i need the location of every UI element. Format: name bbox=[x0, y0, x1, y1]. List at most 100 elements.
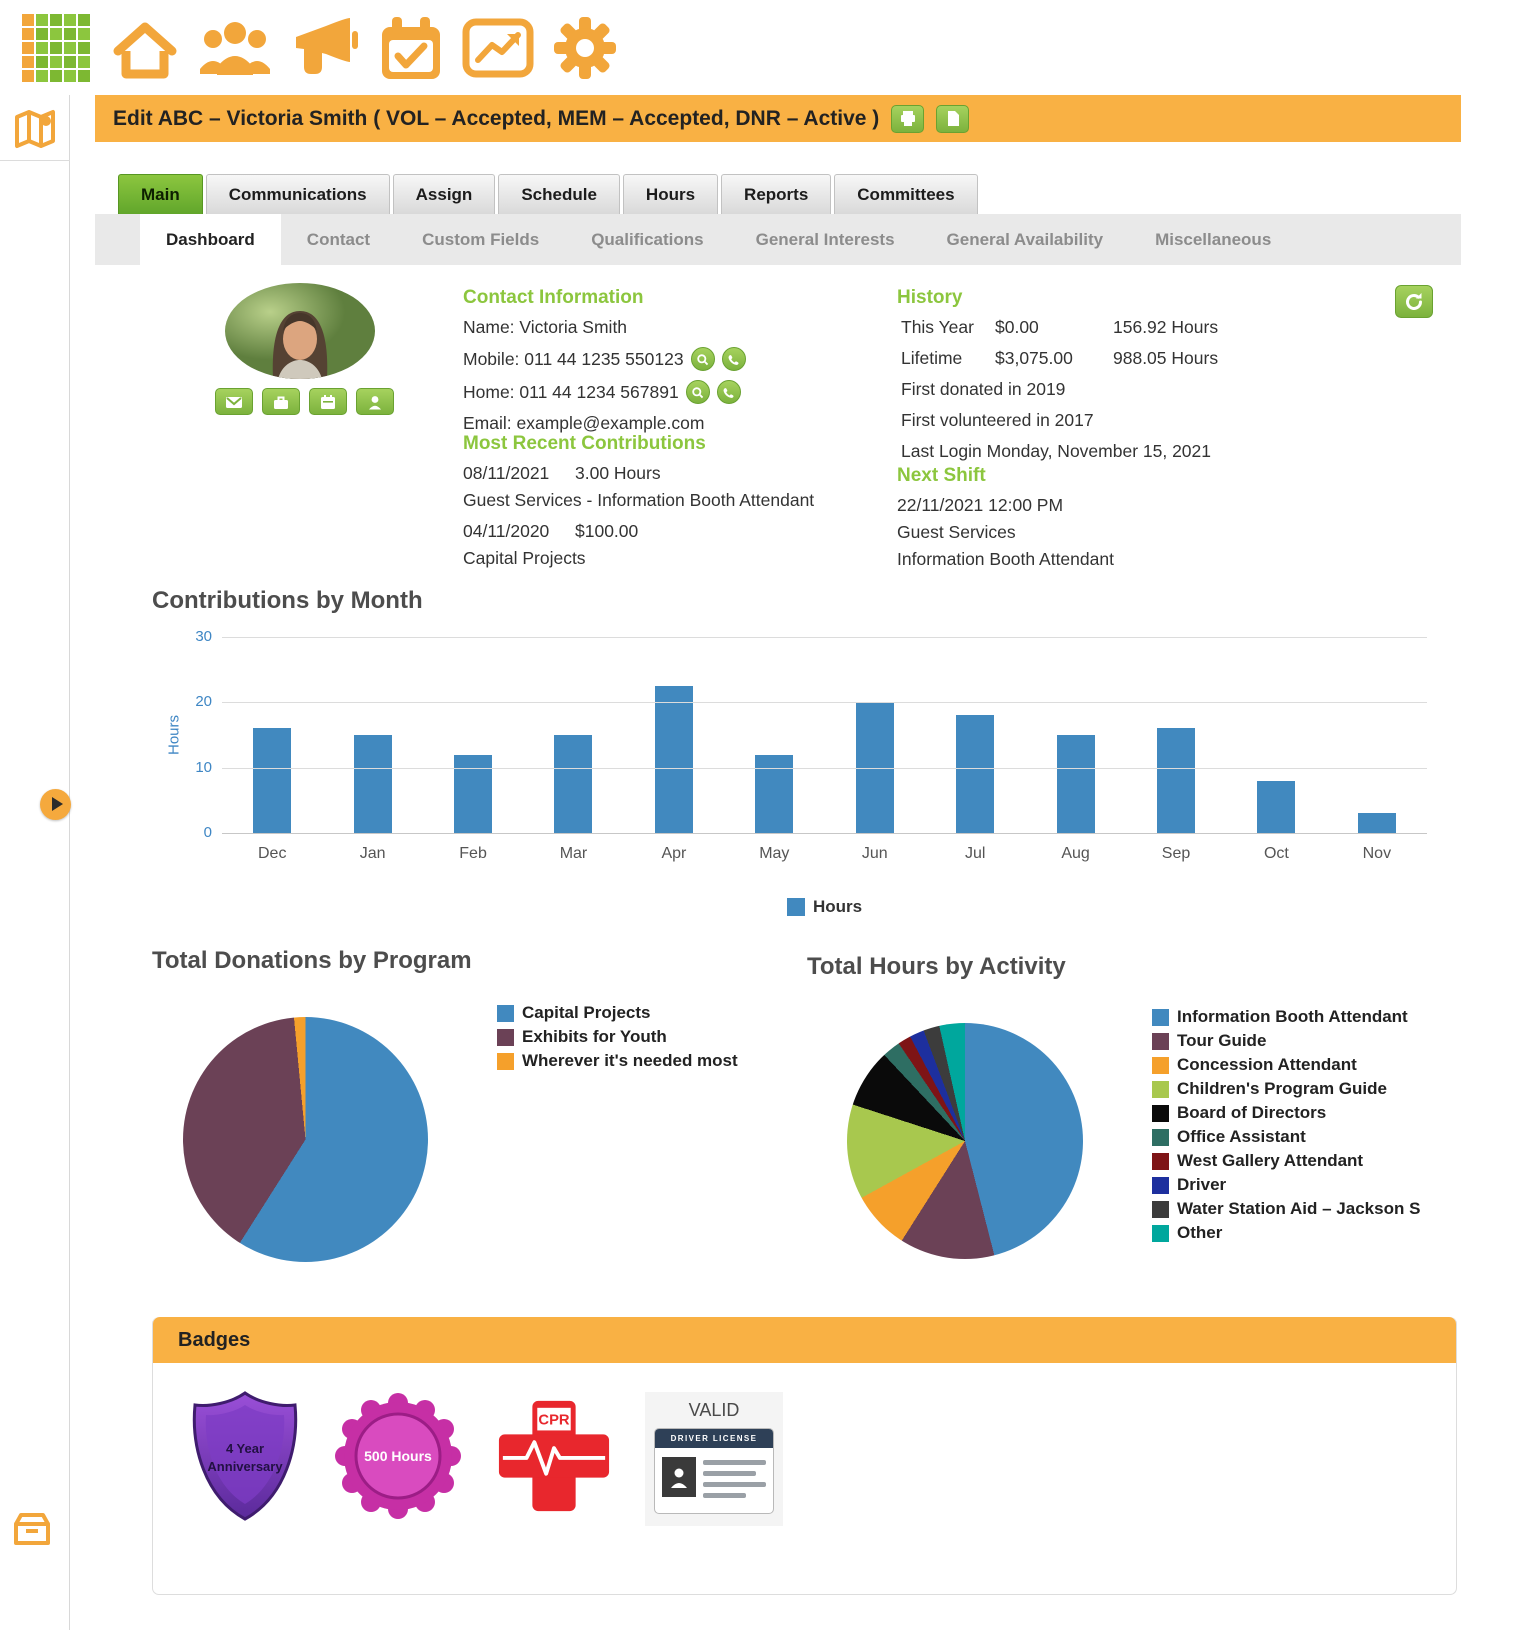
hours-pie-chart bbox=[847, 1023, 1083, 1259]
x-tick-label: Sep bbox=[1161, 845, 1191, 862]
history-line: First volunteered in 2017 bbox=[901, 410, 1094, 430]
y-axis-label: Hours bbox=[165, 714, 183, 756]
calendar-check-icon[interactable] bbox=[378, 15, 444, 81]
left-sidebar bbox=[0, 95, 71, 1630]
legend-item: Board of Directors bbox=[1152, 1103, 1420, 1123]
refresh-button[interactable] bbox=[1395, 285, 1433, 318]
lookup-mobile-button[interactable] bbox=[690, 347, 715, 371]
top-toolbar bbox=[0, 0, 1532, 95]
legend-swatch bbox=[1152, 1080, 1169, 1098]
subtab-general-interests[interactable]: General Interests bbox=[755, 230, 895, 249]
bar-slot bbox=[825, 637, 925, 833]
x-tick-label: Aug bbox=[1061, 845, 1090, 862]
recent-heading: Most Recent Contributions bbox=[463, 433, 706, 454]
y-tick-label: 10 bbox=[195, 758, 212, 776]
badge-cpr: CPR bbox=[495, 1397, 613, 1520]
avatar[interactable] bbox=[225, 283, 375, 379]
subtab-custom-fields[interactable]: Custom Fields bbox=[422, 230, 540, 249]
legend-label: Hours bbox=[812, 897, 863, 916]
tab-main[interactable]: Main bbox=[118, 174, 203, 214]
badges-row: 4 Year Anniversary 500 Hours bbox=[153, 1363, 1456, 1528]
badge-label: 500 Hours bbox=[364, 1448, 432, 1464]
app-grid-icon[interactable] bbox=[20, 12, 92, 84]
bar-slot bbox=[1025, 637, 1125, 833]
megaphone-icon[interactable] bbox=[290, 17, 360, 79]
next-shift: Next Shift 22/11/2021 12:00 PM Guest Ser… bbox=[897, 465, 1317, 576]
main-area: Edit ABC – Victoria Smith ( VOL – Accept… bbox=[95, 95, 1461, 1630]
legend-swatch bbox=[1152, 1104, 1169, 1122]
contact-email: Email: example@example.com bbox=[463, 413, 705, 433]
contact-email-line: Email: example@example.com bbox=[463, 413, 893, 434]
legend-label: Other bbox=[1177, 1223, 1223, 1242]
history-label: Lifetime bbox=[901, 348, 963, 368]
storage-box-icon[interactable] bbox=[13, 1510, 51, 1553]
donations-pie-title: Total Donations by Program bbox=[152, 947, 472, 974]
bar-aug bbox=[1056, 735, 1095, 833]
badge-label: Anniversary bbox=[207, 1459, 283, 1474]
call-mobile-button[interactable] bbox=[721, 347, 746, 371]
lookup-home-button[interactable] bbox=[685, 380, 710, 404]
x-tick-label: Jan bbox=[359, 845, 386, 862]
bar-slot bbox=[925, 637, 1025, 833]
contact-mobile-line: Mobile: 011 44 1235 550123 bbox=[463, 347, 893, 371]
tab-communications[interactable]: Communications bbox=[205, 174, 390, 214]
tab-committees[interactable]: Committees bbox=[834, 174, 978, 214]
person-button[interactable] bbox=[356, 388, 394, 415]
calendar-button[interactable] bbox=[309, 388, 347, 415]
gridline bbox=[222, 702, 1427, 704]
legend-swatch bbox=[497, 1004, 514, 1022]
y-tick-label: 20 bbox=[195, 693, 212, 711]
email-button[interactable] bbox=[215, 388, 253, 415]
contributions-bar-chart: Hours 0 10 20 30 Dec Jan Feb Mar Apr May Jun Jul Au… bbox=[166, 628, 1427, 917]
subtab-general-availability[interactable]: General Availability bbox=[946, 230, 1104, 249]
legend-swatch bbox=[1152, 1032, 1169, 1050]
home-icon[interactable] bbox=[110, 15, 180, 81]
tab-hours[interactable]: Hours bbox=[622, 174, 719, 214]
badge-label: CPR bbox=[538, 1413, 569, 1429]
people-icon[interactable] bbox=[198, 19, 272, 77]
map-icon[interactable] bbox=[13, 105, 57, 156]
x-tick-label: Feb bbox=[459, 845, 487, 862]
legend-swatch bbox=[1152, 1152, 1169, 1170]
bar-slot bbox=[523, 637, 623, 833]
expand-panel-button[interactable] bbox=[40, 789, 71, 820]
legend-item: West Gallery Attendant bbox=[1152, 1151, 1420, 1171]
gridline bbox=[222, 637, 1427, 638]
bar-slot bbox=[1327, 637, 1427, 833]
tab-schedule[interactable]: Schedule bbox=[498, 174, 620, 214]
play-arrow-icon bbox=[52, 797, 63, 811]
recent-contributions: Most Recent Contributions 08/11/2021 3.00… bbox=[463, 433, 903, 579]
bar-slot bbox=[322, 637, 422, 833]
chart-icon[interactable] bbox=[462, 18, 534, 78]
license-valid-label: VALID bbox=[688, 1399, 740, 1420]
contribution-entry: 04/11/2020 $100.00 Capital Projects bbox=[463, 521, 903, 569]
gridline bbox=[222, 833, 1427, 834]
history: History This Year $0.00 156.92 Hours Lifet… bbox=[897, 287, 1377, 472]
tab-assign[interactable]: Assign bbox=[392, 174, 496, 214]
contribution-value: $100.00 bbox=[575, 521, 639, 541]
legend-label: Driver bbox=[1177, 1175, 1227, 1194]
legend-item: Tour Guide bbox=[1152, 1031, 1420, 1051]
subtab-miscellaneous[interactable]: Miscellaneous bbox=[1155, 230, 1272, 249]
license-header-label: DRIVER LICENSE bbox=[655, 1428, 773, 1448]
briefcase-button[interactable] bbox=[262, 388, 300, 415]
print-button[interactable] bbox=[891, 104, 925, 133]
legend-label: Concession Attendant bbox=[1177, 1055, 1357, 1074]
license-text-lines bbox=[703, 1457, 766, 1504]
bar-apr bbox=[654, 686, 693, 833]
document-button[interactable] bbox=[936, 104, 970, 133]
history-heading: History bbox=[897, 287, 963, 308]
donations-legend: Capital Projects Exhibits for Youth Wherev… bbox=[497, 1003, 738, 1075]
subtab-dashboard[interactable]: Dashboard bbox=[140, 214, 281, 265]
tab-reports[interactable]: Reports bbox=[721, 174, 832, 214]
x-tick-label: Jul bbox=[964, 845, 986, 862]
legend-label: Water Station Aid – Jackson S bbox=[1177, 1199, 1421, 1218]
bar-may bbox=[755, 754, 794, 833]
call-home-button[interactable] bbox=[716, 380, 741, 404]
gear-icon[interactable] bbox=[552, 15, 618, 81]
bar-plot-area: Hours 0 10 20 30 bbox=[166, 628, 1427, 841]
subtab-qualifications[interactable]: Qualifications bbox=[591, 230, 704, 249]
badge-4-year-anniversary: 4 Year Anniversary bbox=[189, 1389, 301, 1528]
sidebar-divider bbox=[0, 160, 70, 161]
subtab-contact[interactable]: Contact bbox=[306, 230, 371, 249]
